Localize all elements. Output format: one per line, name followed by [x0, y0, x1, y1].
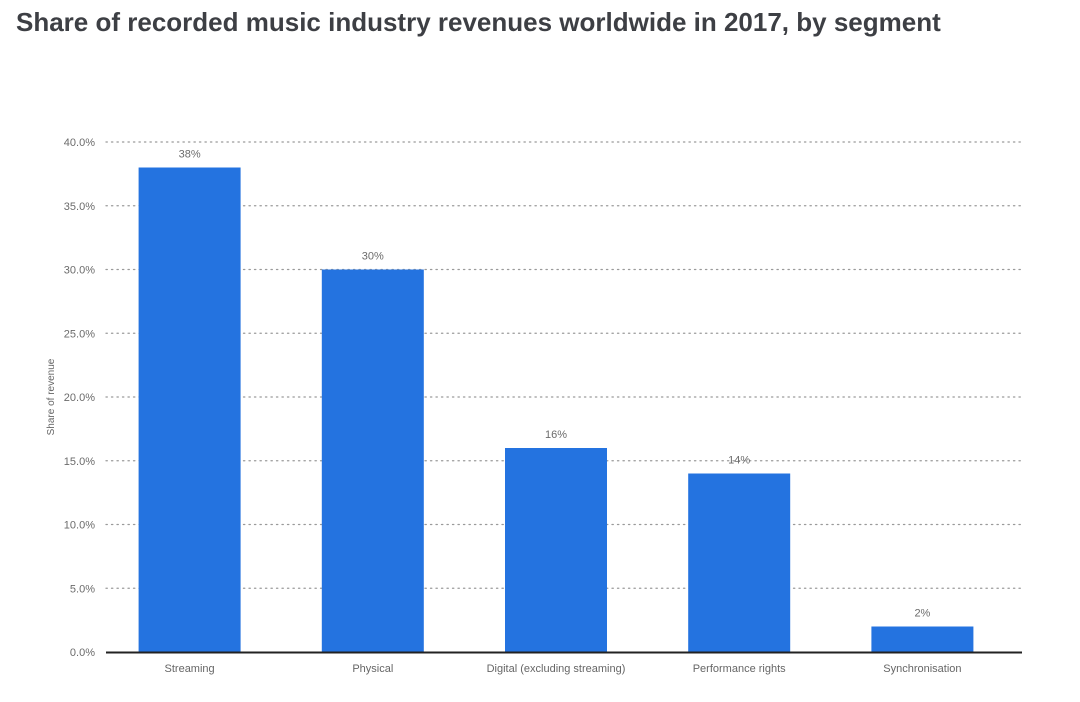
y-tick-label: 15.0%: [64, 456, 95, 468]
data-label: 16%: [545, 429, 567, 441]
y-tick-label: 25.0%: [64, 328, 95, 340]
y-tick-label: 5.0%: [70, 583, 95, 595]
bar-streaming[interactable]: [138, 167, 241, 653]
x-category-label: Physical: [352, 663, 393, 675]
y-tick-label: 40.0%: [64, 137, 95, 149]
y-axis-ticks: 0.0% 5.0% 10.0% 15.0% 20.0% 25.0% 30.0% 35.0% 40…: [64, 137, 95, 659]
bar-physical[interactable]: [321, 269, 424, 653]
chart-title: Share of recorded music industry revenue…: [16, 7, 941, 37]
x-axis-categories: Streaming Physical Digital (excluding stre…: [165, 663, 962, 675]
y-tick-label: 10.0%: [64, 520, 95, 532]
data-label: 2%: [914, 608, 930, 620]
bar-performance-rights[interactable]: [688, 473, 791, 653]
x-category-label: Streaming: [165, 663, 215, 675]
y-tick-label: 0.0%: [70, 647, 95, 659]
y-axis-title: Share of revenue: [46, 358, 57, 435]
bar-synchronisation[interactable]: [871, 626, 974, 653]
data-label: 14%: [728, 455, 750, 467]
x-category-label: Digital (excluding streaming): [487, 663, 626, 675]
data-label: 30%: [362, 251, 384, 263]
y-tick-label: 35.0%: [64, 201, 95, 213]
y-tick-label: 20.0%: [64, 392, 95, 404]
data-labels: 38% 30% 16% 14% 2%: [179, 149, 931, 620]
x-category-label: Performance rights: [693, 663, 786, 675]
bars: [138, 167, 974, 653]
y-tick-label: 30.0%: [64, 265, 95, 277]
x-category-label: Synchronisation: [883, 663, 961, 675]
bar-digital-excluding-streaming[interactable]: [505, 448, 607, 652]
data-label: 38%: [179, 149, 201, 161]
